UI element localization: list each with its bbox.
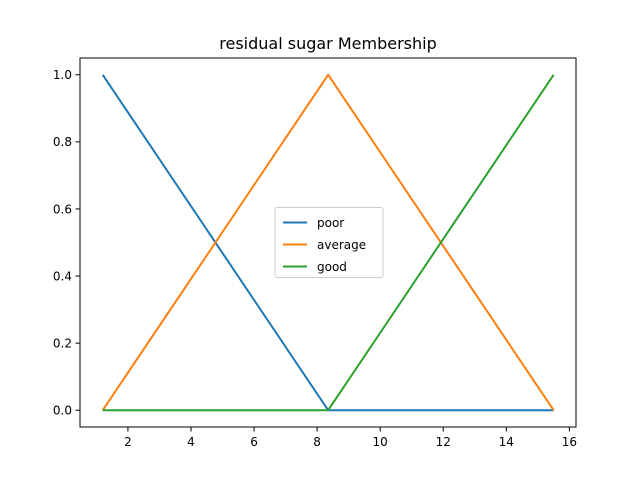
- x-tick-label: 12: [436, 435, 451, 449]
- x-tick-label: 4: [187, 435, 195, 449]
- series-line-average: [101, 73, 555, 411]
- series-layer: [101, 73, 555, 412]
- x-tick-label: 14: [499, 435, 514, 449]
- y-tick-label: 0.6: [53, 202, 72, 216]
- legend-label-average: average: [317, 238, 366, 252]
- x-tick-label: 6: [250, 435, 258, 449]
- y-tick-label: 0.4: [53, 269, 72, 283]
- legend-label-poor: poor: [317, 216, 344, 230]
- x-tick-label: 10: [373, 435, 388, 449]
- y-tick-label: 0.2: [53, 336, 72, 350]
- axes-frame: [79, 57, 577, 428]
- y-tick-label: 1.0: [53, 68, 72, 82]
- legend[interactable]: poor average good: [274, 207, 384, 278]
- legend-box: [274, 207, 384, 278]
- series-line-good: [102, 74, 555, 412]
- x-tick-label: 2: [124, 435, 132, 449]
- chart-title: residual sugar Membership: [219, 34, 436, 53]
- x-tick-label: 8: [313, 435, 321, 449]
- x-axis: 2 4 6 8 10 12 14 16: [124, 427, 577, 449]
- y-axis: 0.0 0.2 0.4 0.6 0.8 1.0: [53, 68, 80, 418]
- y-tick-label: 0.0: [53, 404, 72, 418]
- y-tick-label: 0.8: [53, 135, 72, 149]
- legend-label-good: good: [317, 260, 347, 274]
- x-tick-label: 16: [562, 435, 577, 449]
- plot-area: [79, 57, 577, 428]
